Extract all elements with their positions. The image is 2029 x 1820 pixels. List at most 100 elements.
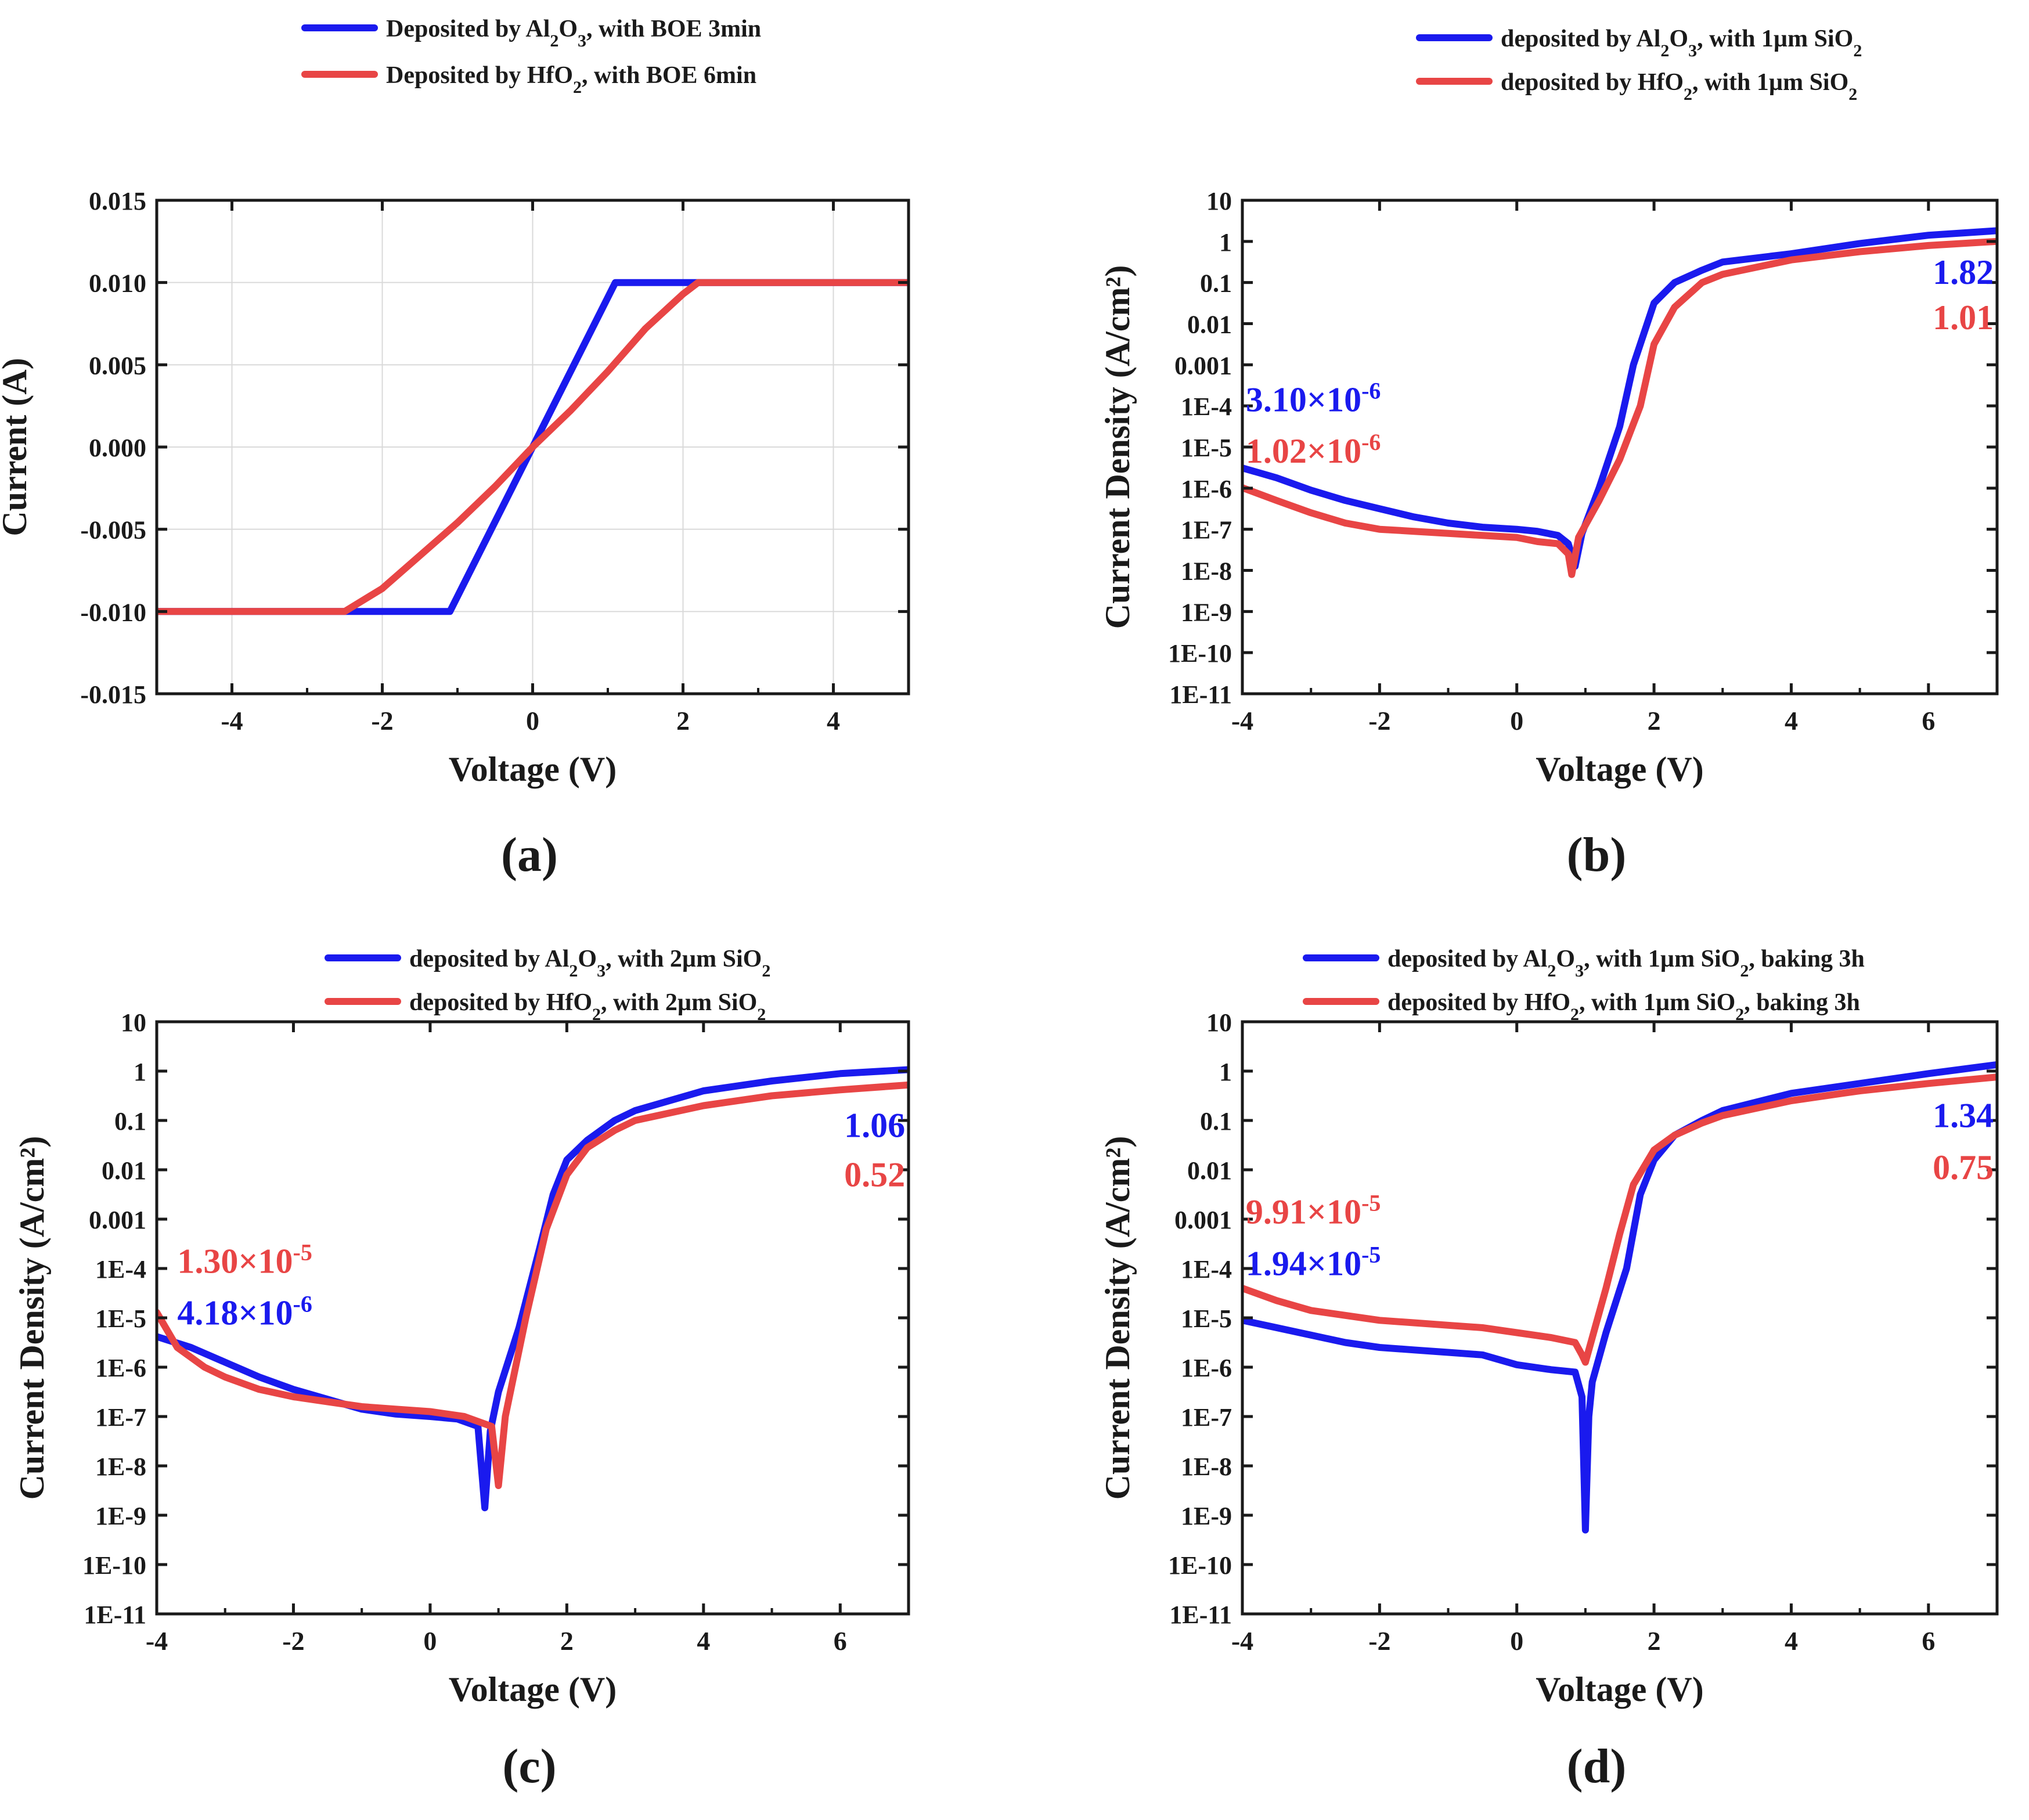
annotation-mantissa: 3.10×10 — [1246, 381, 1361, 419]
annotation-value-blue: 4.18×10-6 — [177, 1291, 312, 1332]
y-tick-label: 1E-8 — [1181, 557, 1232, 586]
x-tick-label: 6 — [834, 1626, 847, 1656]
panel-label: (a) — [501, 828, 558, 882]
legend-subscript: 2 — [569, 961, 578, 981]
panel-label: (d) — [1567, 1739, 1627, 1793]
y-tick-label: 1E-11 — [1169, 1601, 1232, 1629]
y-tick-label: 0.1 — [1200, 269, 1232, 298]
y-tick-label: -0.005 — [80, 516, 146, 545]
legend-text: O — [578, 946, 597, 972]
y-tick-label: 1E-8 — [95, 1453, 146, 1481]
legend-entry: deposited by Al2O3, with 1µm SiO2 — [1501, 26, 1862, 60]
legend-subscript: 2 — [592, 1005, 601, 1024]
y-tick-label: 1 — [134, 1058, 146, 1086]
x-axis-label: Voltage (V) — [449, 750, 617, 788]
y-axis-label: Current Density (A/cm²) — [13, 1136, 51, 1500]
y-tick-label: 1E-9 — [1181, 598, 1232, 626]
annotation-mantissa: 1.02×10 — [1246, 432, 1361, 470]
legend-text: deposited by HfO — [409, 989, 592, 1016]
y-tick-label: 1E-7 — [95, 1403, 146, 1432]
legend-subscript: 2 — [1853, 41, 1862, 60]
y-tick-label: 0.001 — [1174, 1206, 1232, 1234]
series-line-blue — [1242, 1061, 1997, 1534]
x-tick-label: -2 — [371, 706, 393, 736]
legend-subscript: 2 — [1735, 1005, 1744, 1024]
legend-entry: deposited by Al2O3, with 2µm SiO2 — [409, 946, 770, 981]
y-axis-label: Current Density (A/cm²) — [1098, 265, 1137, 629]
legend-text: deposited by Al — [1501, 26, 1660, 52]
y-tick-label: 1E-6 — [1181, 1354, 1232, 1382]
y-tick-label: 1E-5 — [95, 1304, 146, 1333]
legend-text: , with 1µm SiO — [1584, 946, 1740, 972]
y-tick-label: 0.01 — [102, 1156, 146, 1185]
x-tick-label: 2 — [1648, 706, 1661, 736]
series-line-red — [1242, 237, 1997, 578]
annotation-exponent: -5 — [1361, 1241, 1381, 1267]
y-tick-label: 1E-5 — [1181, 434, 1232, 462]
y-tick-label: 1E-7 — [1181, 1403, 1232, 1432]
annotation-exponent: -6 — [1361, 377, 1381, 403]
x-tick-label: 0 — [423, 1626, 437, 1656]
annotation-value-red: 1.30×10-5 — [177, 1239, 312, 1281]
legend-subscript: 3 — [578, 31, 586, 51]
y-tick-label: 1E-11 — [84, 1601, 146, 1629]
legend-subscript: 2 — [1848, 85, 1857, 104]
legend-text: O — [1669, 26, 1688, 52]
legend-entry: deposited by HfO2, with 2µm SiO2 — [409, 989, 766, 1024]
y-tick-label: 10 — [1206, 187, 1232, 215]
y-tick-label: 1 — [1219, 1058, 1232, 1086]
legend-text: , with BOE 3min — [586, 16, 761, 42]
legend-text: deposited by HfO — [1501, 69, 1684, 96]
y-tick-label: 0.01 — [1187, 1156, 1232, 1185]
annotation-mantissa: 1.01 — [1933, 298, 1994, 337]
panel-label: (b) — [1567, 828, 1627, 882]
y-tick-label: 1E-4 — [1181, 1255, 1232, 1284]
x-tick-label: -4 — [1231, 1626, 1253, 1656]
x-tick-label: 4 — [697, 1626, 710, 1656]
x-tick-label: 6 — [1922, 706, 1935, 736]
series-line-red — [157, 279, 909, 615]
y-tick-label: 1E-10 — [1168, 1551, 1232, 1580]
y-tick-label: -0.015 — [80, 680, 146, 709]
legend-entry: Deposited by HfO2, with BOE 6min — [386, 62, 756, 97]
annotation-value-blue: 1.06 — [844, 1107, 905, 1145]
y-tick-label: 1 — [1219, 228, 1232, 257]
y-tick-label: 0.005 — [89, 351, 146, 380]
x-axis-label: Voltage (V) — [1536, 1670, 1703, 1709]
series-line-red — [157, 1081, 909, 1489]
x-tick-label: 0 — [1510, 706, 1523, 736]
annotation-mantissa: 1.94×10 — [1246, 1245, 1361, 1283]
y-tick-label: 0.001 — [89, 1206, 146, 1234]
y-tick-label: 0.1 — [1200, 1107, 1232, 1136]
annotation-exponent: -5 — [293, 1239, 312, 1265]
x-tick-label: 0 — [1510, 1626, 1523, 1656]
annotation-exponent: -6 — [293, 1291, 312, 1317]
x-tick-label: -4 — [221, 706, 243, 736]
legend-text: Deposited by Al — [386, 16, 550, 42]
x-tick-label: 2 — [560, 1626, 574, 1656]
legend-text: , with 1µm SiO — [1697, 26, 1853, 52]
annotation-mantissa: 0.75 — [1933, 1148, 1994, 1187]
legend-subscript: 3 — [1688, 41, 1697, 60]
x-axis-label: Voltage (V) — [1536, 750, 1703, 788]
x-tick-label: -2 — [1368, 1626, 1390, 1656]
x-tick-label: 2 — [1648, 1626, 1661, 1656]
y-tick-label: 1E-11 — [1169, 680, 1232, 709]
y-tick-label: 1E-8 — [1181, 1453, 1232, 1481]
y-tick-label: 0.1 — [114, 1107, 146, 1136]
y-tick-label: 1E-7 — [1181, 516, 1232, 545]
legend-subscript: 2 — [550, 31, 558, 51]
x-tick-label: -4 — [1231, 706, 1253, 736]
legend-subscript: 2 — [1660, 41, 1669, 60]
y-tick-label: 1E-4 — [1181, 392, 1232, 421]
x-tick-label: 2 — [676, 706, 690, 736]
x-tick-label: 4 — [1785, 706, 1798, 736]
legend-text: deposited by Al — [1387, 946, 1547, 972]
y-tick-label: 0.01 — [1187, 311, 1232, 339]
legend-text: , with 2µm SiO — [606, 946, 762, 972]
y-tick-label: 0.000 — [89, 434, 146, 462]
annotation-mantissa: 1.34 — [1933, 1097, 1994, 1135]
x-tick-label: -4 — [146, 1626, 168, 1656]
legend-text: , with 2µm SiO — [601, 989, 757, 1016]
